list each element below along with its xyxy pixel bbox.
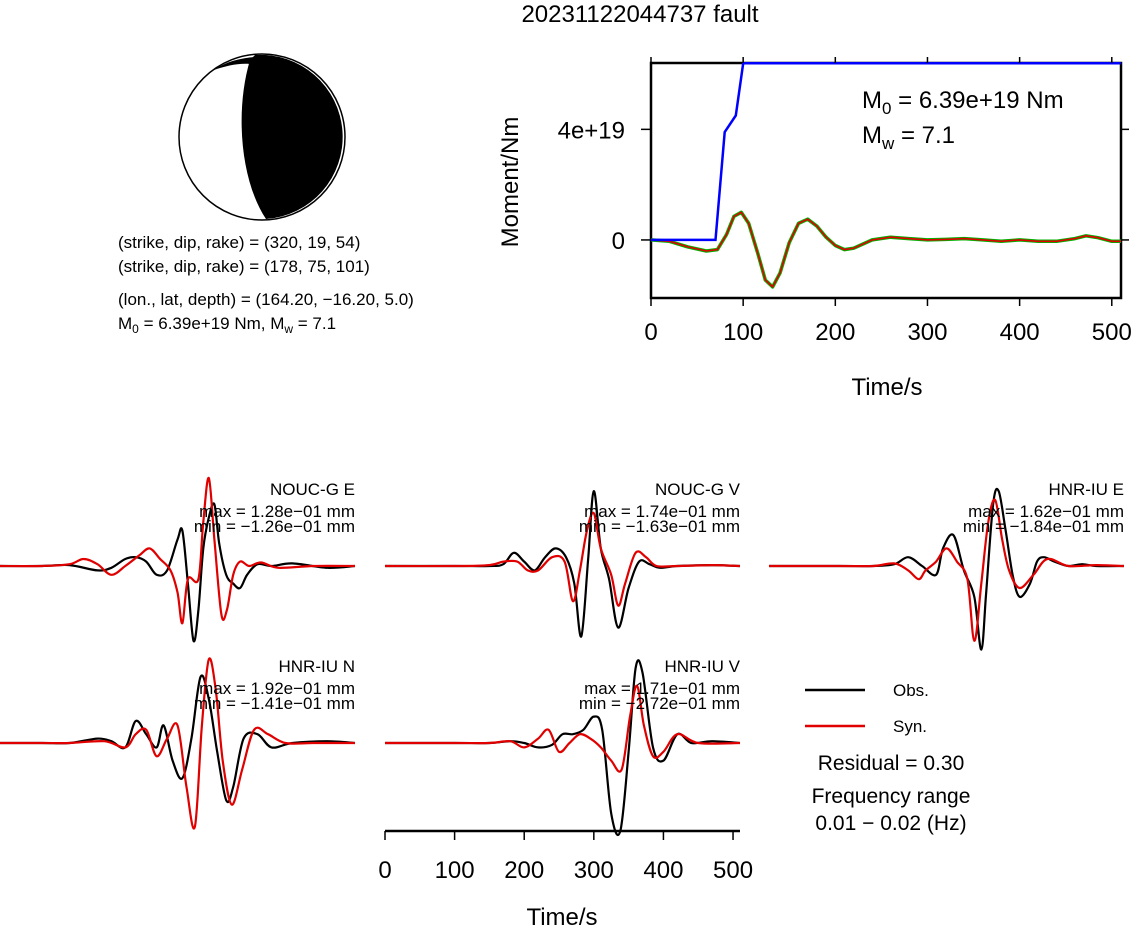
moment-rate-red-line	[650, 211, 1121, 288]
observed-waveform	[768, 487, 1125, 651]
moment-xtick-label: 300	[907, 319, 947, 346]
max-amplitude-label: max = 1.74e−01 mm	[584, 502, 740, 521]
info-m0-value: = 6.39e+19 Nm, M	[139, 314, 285, 333]
legend-obs-label: Obs.	[893, 681, 929, 700]
m0-letter: M	[862, 87, 882, 114]
moment-xlabel: Time/s	[851, 374, 922, 401]
frequency-range-label: Frequency range	[812, 785, 971, 808]
station-label: NOUC-G V	[655, 480, 741, 499]
m0-sub: 0	[882, 99, 891, 118]
waveform-x-axis: 0 100 200 300 400 500	[378, 829, 753, 884]
moment-ylabel: Moment/Nm	[497, 117, 524, 248]
min-amplitude-label: min = −1.84e−01 mm	[963, 517, 1124, 536]
legend: Obs. Syn. Residual = 0.30 Frequency rang…	[805, 681, 970, 835]
moment-xtick-label: 500	[1092, 319, 1132, 346]
station-label: HNR-IU V	[664, 657, 740, 676]
waveform-xtick-label: 300	[574, 857, 614, 884]
synthetic-waveform	[0, 657, 355, 830]
min-amplitude-label: min = −1.26e−01 mm	[194, 517, 355, 536]
beachball-compression-cap	[214, 57, 255, 70]
waveform-xlabel: Time/s	[526, 904, 597, 928]
moment-mw-annotation: Mw = 7.1	[862, 122, 955, 153]
min-amplitude-label: min = −2.72e−01 mm	[579, 694, 740, 713]
moment-ytick-label: 0	[612, 228, 625, 255]
info-line-1: (strike, dip, rake) = (320, 19, 54)	[118, 233, 360, 252]
min-amplitude-label: min = −1.63e−01 mm	[579, 517, 740, 536]
figure-title: 20231122044737 fault	[521, 1, 758, 28]
info-m-letter: M	[118, 314, 132, 333]
legend-syn-label: Syn.	[893, 717, 927, 736]
observed-waveform	[384, 490, 741, 638]
observed-waveform	[385, 659, 741, 837]
station-label: HNR-IU N	[279, 657, 356, 676]
frequency-range-value: 0.01 − 0.02 (Hz)	[815, 812, 966, 835]
mw-letter: M	[862, 122, 882, 149]
moment-xtick-label: 400	[1000, 319, 1040, 346]
moment-axis-ticks: 0 100 200 300 400 500 0 4e+19	[558, 57, 1132, 346]
synthetic-waveform	[385, 684, 741, 773]
waveform-xtick-label: 500	[713, 857, 753, 884]
info-line-3: (lon., lat, depth) = (164.20, −16.20, 5.…	[118, 290, 414, 309]
synthetic-waveform	[0, 476, 356, 625]
m0-value: = 6.39e+19 Nm	[891, 87, 1063, 114]
cumulative-moment-line	[651, 62, 1121, 242]
max-amplitude-label: max = 1.92e−01 mm	[199, 679, 355, 698]
beachball-diagram	[178, 53, 346, 221]
max-amplitude-label: max = 1.71e−01 mm	[584, 679, 740, 698]
moment-xtick-label: 100	[723, 319, 763, 346]
moment-ytick-label: 4e+19	[558, 117, 625, 144]
info-line-4: M0 = 6.39e+19 Nm, Mw = 7.1	[118, 314, 336, 336]
observed-waveform	[0, 674, 356, 804]
moment-m0-annotation: M0 = 6.39e+19 Nm	[862, 87, 1064, 118]
waveform-xtick-label: 400	[643, 857, 683, 884]
info-mw-value: = 7.1	[293, 314, 336, 333]
waveform-xtick-label: 100	[435, 857, 475, 884]
max-amplitude-label: max = 1.28e−01 mm	[199, 502, 355, 521]
synthetic-waveform	[384, 511, 741, 607]
moment-xtick-label: 200	[815, 319, 855, 346]
moment-rate-green-line	[650, 210, 1121, 289]
mw-value: = 7.1	[894, 122, 955, 149]
observed-waveform	[0, 502, 356, 643]
moment-xtick-label: 0	[644, 319, 657, 346]
min-amplitude-label: min = −1.41e−01 mm	[194, 694, 355, 713]
info-m0-sub: 0	[132, 322, 139, 336]
waveform-xtick-label: 200	[504, 857, 544, 884]
beachball-compression-quadrant	[241, 54, 343, 219]
mw-sub: w	[881, 134, 895, 153]
waveform-xtick-label: 0	[378, 857, 391, 884]
max-amplitude-label: max = 1.62e−01 mm	[968, 502, 1124, 521]
info-line-2: (strike, dip, rake) = (178, 75, 101)	[118, 257, 370, 276]
mechanism-info: (strike, dip, rake) = (320, 19, 54) (str…	[118, 233, 414, 336]
residual-label: Residual = 0.30	[818, 752, 965, 775]
info-mw-sub: w	[283, 322, 293, 336]
station-label: NOUC-G E	[270, 480, 355, 499]
station-label: HNR-IU E	[1048, 480, 1124, 499]
synthetic-waveform	[768, 498, 1125, 642]
moment-series-group	[650, 62, 1121, 289]
